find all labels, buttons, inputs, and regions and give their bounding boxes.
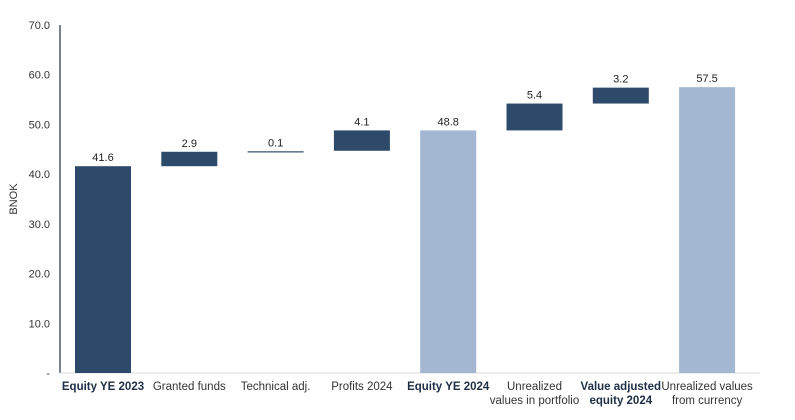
bar-1 bbox=[75, 166, 131, 373]
y-tick-label: 50.0 bbox=[29, 119, 50, 131]
x-tick-label: values in portfolio bbox=[490, 395, 580, 407]
data-label-3: 0.1 bbox=[268, 137, 283, 149]
data-label-5: 48.8 bbox=[437, 116, 458, 128]
bar-2 bbox=[161, 151, 218, 167]
bar-7 bbox=[592, 87, 649, 104]
y-tick-label: 40.0 bbox=[29, 169, 50, 181]
x-tick-label: from currency bbox=[672, 395, 743, 407]
bar-3 bbox=[247, 151, 304, 153]
y-tick-label: 20.0 bbox=[29, 269, 50, 281]
y-axis-title: BNOK bbox=[8, 183, 20, 215]
y-tick-label: 30.0 bbox=[29, 219, 50, 231]
data-label-7: 3.2 bbox=[613, 74, 628, 86]
bar-4 bbox=[333, 130, 390, 151]
y-tick-label: 10.0 bbox=[29, 318, 50, 330]
x-tick-label: Unrealized values bbox=[661, 381, 753, 393]
y-tick-label: - bbox=[46, 368, 50, 380]
bar-5 bbox=[420, 130, 477, 373]
x-tick-label: Value adjusted bbox=[581, 381, 662, 393]
bar-6 bbox=[506, 103, 563, 131]
bar-8 bbox=[679, 87, 736, 374]
x-tick-label: Granted funds bbox=[153, 381, 226, 393]
x-tick-label: Profits 2024 bbox=[331, 381, 393, 393]
x-tick-label: Unrealized bbox=[507, 381, 562, 393]
x-tick-label: equity 2024 bbox=[589, 395, 652, 407]
data-label-2: 2.9 bbox=[182, 138, 197, 150]
x-tick-label: Equity YE 2023 bbox=[62, 381, 144, 393]
y-tick-label: 70.0 bbox=[29, 20, 50, 32]
x-tick-label: Technical adj. bbox=[241, 381, 311, 393]
data-label-1: 41.6 bbox=[92, 152, 113, 164]
data-label-4: 4.1 bbox=[354, 116, 369, 128]
x-tick-label: Equity YE 2024 bbox=[407, 381, 490, 393]
data-label-8: 57.5 bbox=[696, 73, 717, 85]
y-tick-label: 60.0 bbox=[29, 70, 50, 82]
data-label-6: 5.4 bbox=[527, 90, 542, 102]
